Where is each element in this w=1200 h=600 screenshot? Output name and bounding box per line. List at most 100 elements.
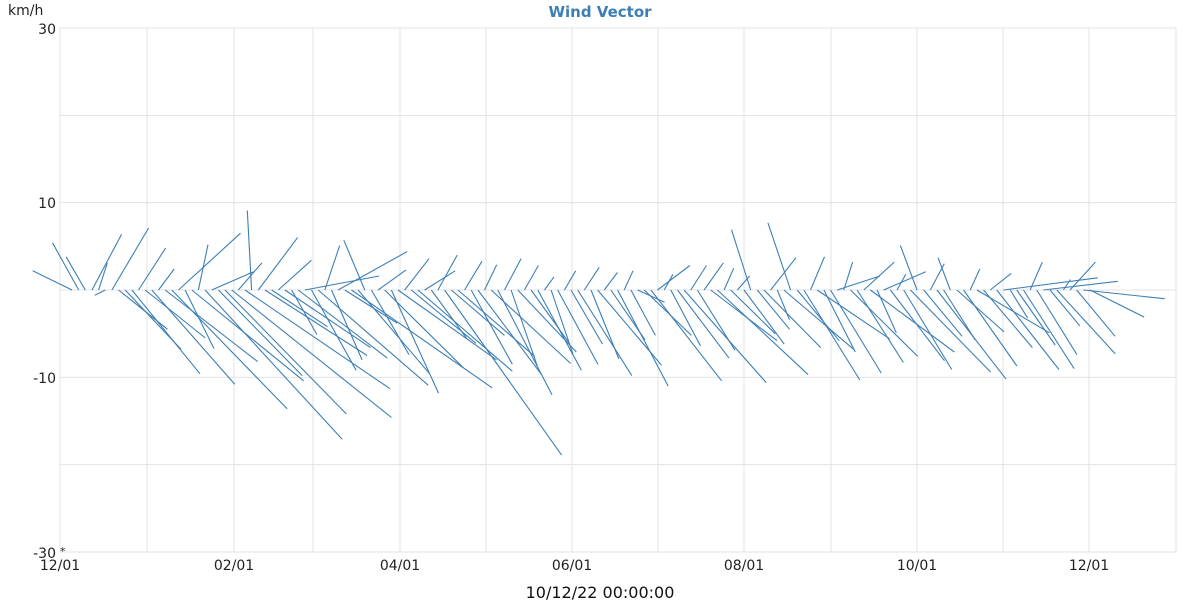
wind-vector-23 [224,289,347,415]
wind-vector-34 [297,289,388,359]
wind-vector-16 [178,232,241,291]
wind-vector-56 [444,289,563,456]
wind-vector-78 [590,289,620,360]
wind-vector-107 [783,289,855,350]
wind-vector-42 [351,289,493,389]
wind-vector-46 [377,269,407,291]
wind-vector-61 [477,289,543,376]
wind-vector-108 [767,222,792,291]
wind-vector-92 [683,289,767,383]
wind-vector-122 [883,271,926,291]
footer-timestamp: 10/12/22 00:00:00 [526,583,675,600]
wind-vector-52 [417,289,513,372]
y-tick-label-neg30: -30 [33,546,56,562]
wind-vector-26 [244,289,391,390]
wind-vector-141 [1009,289,1029,319]
wind-vector-89 [663,274,674,291]
wind-vector-13 [158,268,175,291]
origin-marker: * [60,545,66,558]
wind-vector-74 [563,270,577,291]
y-tick-label-30: 30 [38,22,56,38]
wind-vector-135 [969,268,981,291]
wind-vector-4 [98,262,108,291]
wind-vector-134 [963,289,1018,367]
wind-vector-128 [923,289,963,337]
wind-vector-25 [237,262,263,291]
wind-vector-9 [131,289,201,375]
x-tick-label-02-01: 02/01 [214,558,254,574]
wind-vector-55 [437,254,458,291]
x-tick-label-04-01: 04/01 [380,558,420,574]
wind-vector-132 [937,257,951,291]
x-tick-label-08-01: 08/01 [724,558,764,574]
wind-vector-131 [943,289,976,341]
wind-vector-117 [850,289,919,357]
wind-vector-84 [630,289,656,336]
wind-vector-69 [530,289,570,343]
wind-vector-142 [1016,289,1056,346]
wind-vector-68 [523,265,539,291]
wind-vector-40 [337,251,408,291]
y-axis-unit-label: km/h [8,3,43,19]
wind-vector-5 [94,289,106,296]
wind-vector-48 [390,289,440,394]
wind-vector-100 [736,275,751,291]
wind-vector-28 [257,237,299,291]
x-tick-label-12-01: 12/01 [40,558,80,574]
wind-vector-62 [484,264,498,291]
wind-vector-64 [497,289,553,396]
wind-vector-149 [1062,279,1071,291]
wind-vector-103 [756,289,791,330]
wind-vector-60 [470,289,513,365]
wind-vector-110 [803,289,861,381]
wind-vector-86 [643,289,692,336]
wind-vector-114 [830,289,882,374]
wind-vector-12 [151,289,236,385]
wind-vector-138 [989,272,1012,291]
wind-vector-123 [889,289,945,362]
wind-vector-101 [743,289,785,345]
wind-vector-147 [1049,289,1081,327]
wind-vector-106 [776,289,791,320]
wind-vector-35 [304,275,380,291]
wind-vector-150 [1069,261,1096,291]
wind-vector-14 [164,289,259,363]
wind-vector-71 [543,276,555,291]
wind-vector-3 [91,233,123,291]
wind-vector-82 [617,289,669,387]
wind-vector-120 [870,289,955,353]
wind-vector-70 [537,289,582,371]
wind-vector-90 [670,289,701,347]
wind-vector-39 [330,289,363,361]
wind-vector-6 [111,227,150,291]
wind-vector-118 [856,289,904,363]
wind-vector-151 [1076,289,1116,337]
wind-vector-21 [211,271,254,291]
x-tick-label-06-01: 06/01 [552,558,592,574]
wind-vector-144 [1029,261,1043,291]
wind-vector-80 [603,272,618,291]
wind-vector-125 [903,289,953,370]
wind-vector-143 [1023,289,1075,369]
wind-vector-104 [763,289,822,348]
wind-vector-1 [52,242,80,291]
wind-vector-18 [191,289,304,382]
wind-vector-2 [65,256,86,291]
wind-vector-44 [343,239,366,291]
wind-vector-11 [144,289,206,339]
wind-vector-109 [796,289,840,342]
wind-vector-57 [450,289,505,336]
wind-vector-140 [1003,277,1098,291]
wind-vector-95 [703,262,724,291]
wind-vector-126 [910,289,992,373]
wind-vector-102 [730,229,752,291]
wind-vector-75 [570,289,603,345]
y-tick-label-neg10: -10 [33,371,56,387]
wind-vector-121 [876,289,897,334]
wind-vector-49 [397,289,498,361]
wind-vector-20 [204,289,343,440]
wind-vector-58 [457,289,536,357]
wind-vector-38 [324,245,341,291]
wind-vector-51 [410,289,477,344]
wind-vector-76 [577,289,633,376]
